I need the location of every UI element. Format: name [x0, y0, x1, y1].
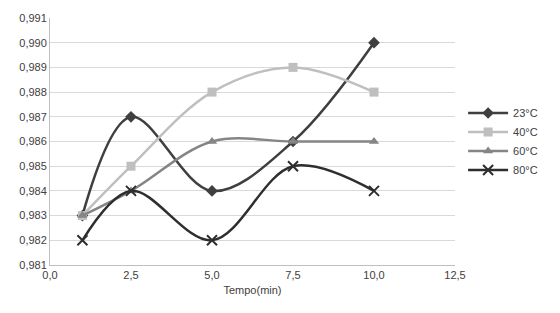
svg-text:0,981: 0,981 [19, 259, 47, 271]
svg-text:7,5: 7,5 [285, 269, 300, 281]
svg-text:2,5: 2,5 [123, 269, 138, 281]
svg-text:0,985: 0,985 [19, 160, 47, 172]
svg-text:0,991: 0,991 [19, 12, 47, 24]
svg-text:0,984: 0,984 [19, 185, 47, 197]
svg-text:0,983: 0,983 [19, 209, 47, 221]
svg-text:10,0: 10,0 [363, 269, 384, 281]
svg-text:60°C: 60°C [513, 145, 538, 157]
svg-text:23°C: 23°C [513, 107, 538, 119]
svg-text:5,0: 5,0 [204, 269, 219, 281]
svg-text:40°C: 40°C [513, 126, 538, 138]
svg-text:0,990: 0,990 [19, 37, 47, 49]
svg-text:0,982: 0,982 [19, 234, 47, 246]
svg-text:80°C: 80°C [513, 164, 538, 176]
svg-text:12,5: 12,5 [444, 269, 465, 281]
svg-text:Tempo(min): Tempo(min) [223, 284, 281, 296]
svg-text:0,988: 0,988 [19, 86, 47, 98]
svg-text:0,987: 0,987 [19, 111, 47, 123]
svg-text:0,986: 0,986 [19, 135, 47, 147]
svg-text:0,989: 0,989 [19, 61, 47, 73]
svg-text:0,0: 0,0 [42, 269, 57, 281]
